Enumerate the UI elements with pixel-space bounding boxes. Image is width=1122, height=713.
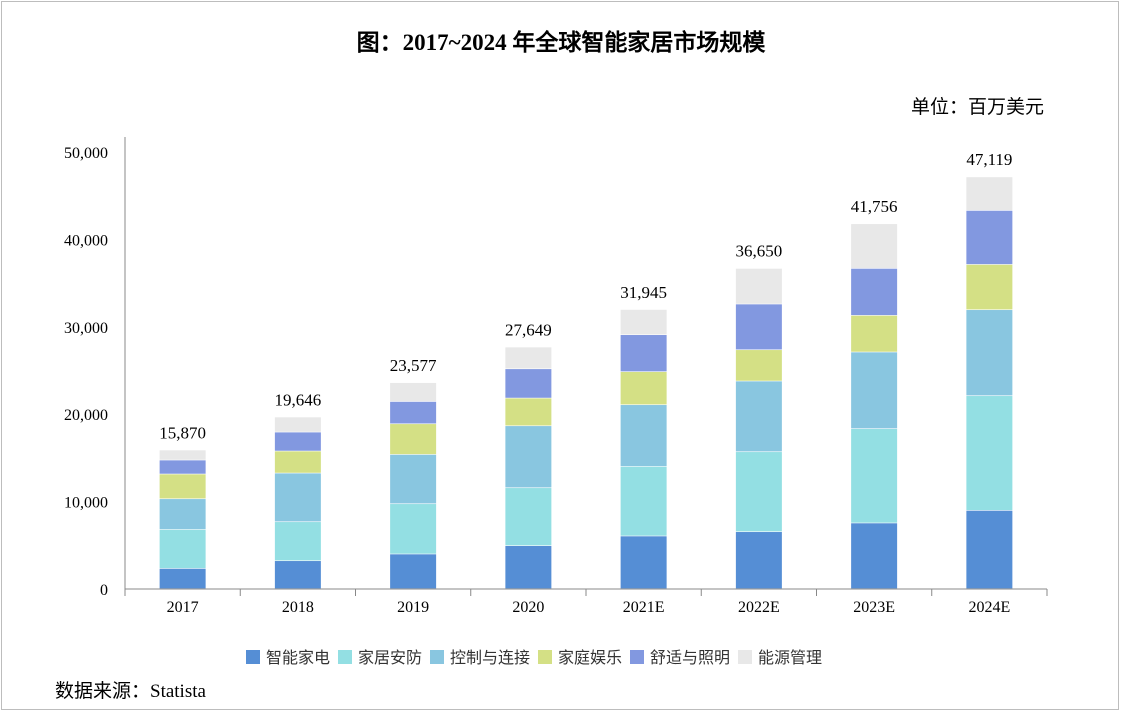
bar-segment-2 [620, 405, 667, 467]
y-tick-label: 30,000 [64, 320, 108, 337]
y-tick-label: 50,000 [64, 145, 108, 162]
x-tick-label: 2022E [738, 599, 780, 616]
legend-swatch [538, 650, 552, 664]
bar-segment-1 [620, 466, 667, 536]
x-axis: 2017 2018 2019 2020 2021E 2022E 2023E 2024E [124, 588, 1048, 616]
bar-segment-1 [735, 452, 782, 532]
legend-swatch [738, 650, 752, 664]
bar-segment-3 [159, 474, 206, 499]
total-label: 23,577 [390, 356, 437, 375]
y-axis: 0 10,000 20,000 30,000 40,000 50,000 [64, 137, 126, 599]
bar-segment-1 [390, 504, 437, 554]
chart-title: 图：2017~2024 年全球智能家居市场规模 [357, 29, 767, 55]
bar-segment-5 [505, 347, 552, 369]
bar-segment-0 [735, 532, 782, 589]
x-tick-label: 2024E [968, 599, 1010, 616]
bar-segment-0 [620, 536, 667, 589]
legend-label: 家居安防 [358, 648, 422, 667]
bars: 15,870 19,646 23,577 27,649 31,945 36,650 41,7… [159, 150, 1013, 589]
bar-segment-4 [159, 460, 206, 474]
total-label: 41,756 [851, 197, 898, 216]
x-tick-label: 2018 [282, 599, 314, 616]
bar-segment-4 [620, 335, 667, 372]
bar-segment-2 [735, 381, 782, 452]
total-label: 47,119 [966, 150, 1012, 169]
bar-segment-1 [274, 522, 321, 561]
bar-segment-0 [505, 545, 552, 589]
bar-segment-1 [505, 488, 552, 546]
legend-swatch [338, 650, 352, 664]
bar-segment-0 [966, 510, 1013, 589]
legend-label: 舒适与照明 [650, 648, 730, 667]
bar-segment-0 [274, 561, 321, 589]
bar-segment-2 [505, 426, 552, 488]
y-tick-label: 40,000 [64, 232, 108, 249]
bar-segment-5 [851, 224, 898, 269]
unit-label: 单位：百万美元 [911, 96, 1044, 118]
bar-segment-1 [159, 529, 206, 569]
legend-label: 控制与连接 [450, 648, 530, 667]
bar-segment-3 [620, 371, 667, 405]
bar-segment-1 [966, 396, 1013, 511]
total-label: 31,945 [620, 283, 667, 302]
total-label: 15,870 [159, 423, 206, 442]
bar-segment-3 [390, 424, 437, 455]
bar-segment-4 [505, 369, 552, 398]
legend-swatch [246, 650, 260, 664]
bar-segment-3 [735, 350, 782, 381]
bar-segment-3 [274, 451, 321, 473]
x-tick-label: 2020 [512, 599, 544, 616]
bar-segment-5 [274, 417, 321, 432]
x-tick-label: 2021E [623, 599, 665, 616]
legend-swatch [430, 650, 444, 664]
bar-segment-5 [159, 450, 206, 460]
y-tick-label: 10,000 [64, 495, 108, 512]
bar-segment-4 [735, 304, 782, 350]
bar-segment-2 [390, 454, 437, 504]
bar-segment-0 [159, 568, 206, 589]
x-tick-label: 2017 [167, 599, 199, 616]
legend: 智能家电 家居安防 控制与连接 家庭娱乐 舒适与照明 能源管理 [246, 648, 822, 667]
bar-segment-3 [851, 315, 898, 352]
source-note: 数据来源：Statista [55, 680, 207, 702]
total-label: 36,650 [736, 242, 783, 261]
bar-segment-2 [274, 473, 321, 522]
bar-segment-3 [966, 264, 1013, 310]
bar-segment-5 [390, 382, 437, 402]
bar-segment-0 [851, 523, 898, 589]
legend-label: 能源管理 [758, 648, 822, 667]
bar-segment-4 [274, 432, 321, 451]
x-tick-label: 2019 [397, 599, 429, 616]
bar-segment-5 [966, 177, 1013, 211]
legend-label: 智能家电 [266, 648, 330, 667]
bar-segment-5 [735, 268, 782, 304]
total-label: 19,646 [275, 390, 322, 409]
bar-segment-4 [851, 268, 898, 316]
bar-segment-5 [620, 309, 667, 335]
bar-segment-0 [390, 554, 437, 589]
bar-segment-2 [851, 352, 898, 429]
bar-segment-2 [159, 499, 206, 530]
x-tick-label: 2023E [853, 599, 895, 616]
bar-segment-1 [851, 428, 898, 523]
y-tick-label: 20,000 [64, 407, 108, 424]
bar-segment-4 [390, 401, 437, 424]
legend-label: 家庭娱乐 [558, 648, 622, 667]
legend-swatch [630, 650, 644, 664]
y-tick-label: 0 [100, 582, 108, 599]
bar-segment-4 [966, 210, 1013, 265]
bar-segment-2 [966, 310, 1013, 396]
total-label: 27,649 [505, 320, 552, 339]
bar-segment-3 [505, 398, 552, 426]
